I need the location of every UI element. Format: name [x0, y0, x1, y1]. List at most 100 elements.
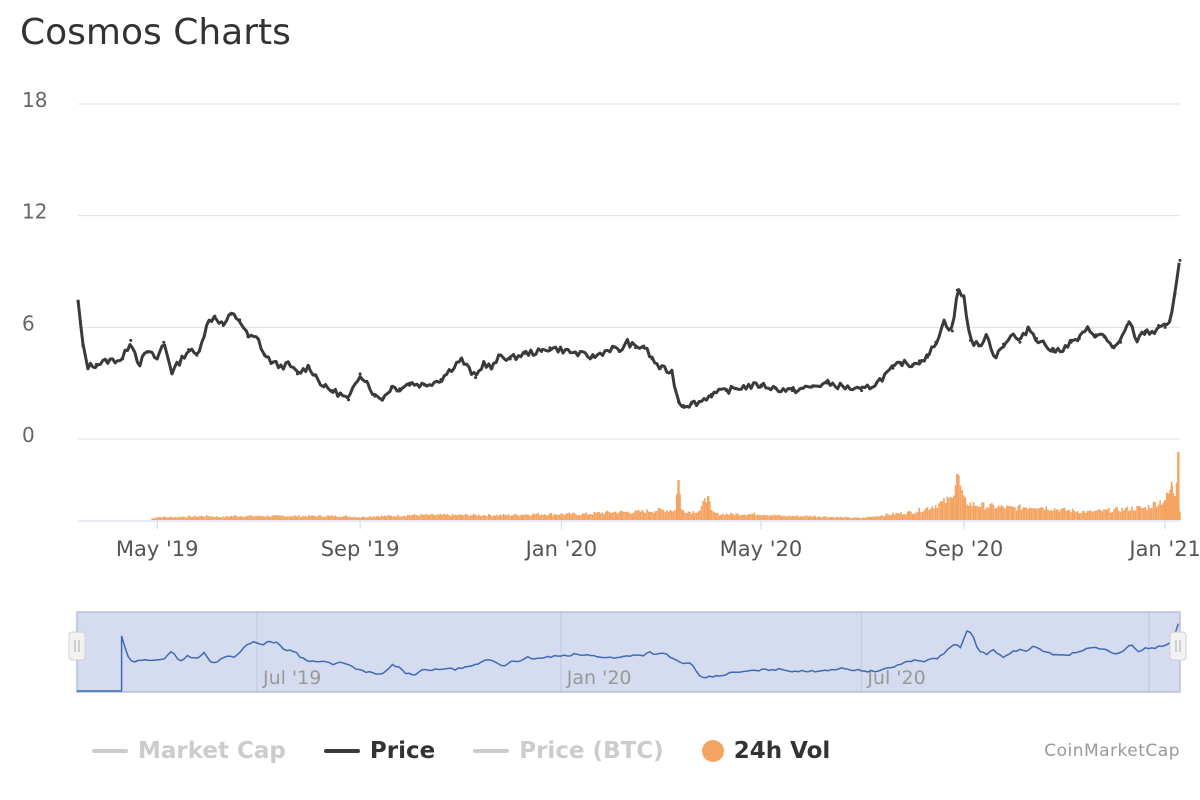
- price-point: [389, 385, 393, 389]
- volume-bar: [451, 513, 454, 520]
- legend-item-price[interactable]: Price: [323, 738, 436, 764]
- volume-bar: [560, 513, 563, 520]
- price-point: [206, 320, 210, 324]
- legend-item-24h-vol[interactable]: 24h Vol: [701, 738, 830, 764]
- volume-bar: [806, 515, 808, 520]
- volume-bar: [760, 515, 762, 520]
- volume-bar: [867, 517, 869, 520]
- volume-bar: [344, 515, 346, 520]
- navigator[interactable]: Jul '19 Jan '20 Jul '20: [68, 611, 1187, 693]
- legend-label: Market Cap: [138, 738, 286, 764]
- volume-bar: [477, 514, 480, 520]
- volume-bar: [694, 512, 696, 520]
- volume-bar: [260, 516, 262, 520]
- volume-bar: [471, 515, 473, 520]
- volume-bar: [614, 511, 617, 520]
- volume-bar: [654, 511, 657, 520]
- volume-bar: [898, 513, 901, 520]
- price-point: [968, 338, 972, 342]
- legend-item-market-cap[interactable]: Market Cap: [92, 738, 286, 764]
- volume-bar: [1134, 510, 1137, 520]
- volume-bar: [920, 512, 922, 520]
- volume-bar: [341, 517, 343, 520]
- legend-item-price-btc[interactable]: Price (BTC): [473, 738, 664, 764]
- chart-credit[interactable]: CoinMarketCap: [1044, 741, 1180, 761]
- volume-bar: [331, 515, 333, 520]
- volume-bar: [1002, 506, 1005, 520]
- volume-bar: [750, 513, 752, 520]
- volume-bar: [705, 502, 708, 520]
- price-point: [759, 383, 763, 387]
- volume-bar: [469, 515, 472, 520]
- volume-spike: [1170, 486, 1173, 520]
- volume-bar: [801, 516, 803, 520]
- volume-bar: [1103, 509, 1105, 520]
- volume-bar: [411, 514, 414, 520]
- volume-bar: [156, 517, 158, 520]
- handle-grip-icon: [68, 631, 86, 661]
- volume-bar: [576, 515, 579, 520]
- volume-bar: [908, 510, 911, 520]
- volume-bar: [233, 515, 236, 520]
- volume-bar: [766, 515, 769, 520]
- price-point: [942, 320, 946, 324]
- volume-bar: [1073, 510, 1076, 520]
- volume-bar: [1172, 493, 1175, 520]
- volume-bar: [791, 515, 794, 520]
- volume-bar: [656, 511, 658, 520]
- volume-bar: [512, 515, 515, 520]
- volume-bar: [205, 515, 208, 520]
- volume-bar: [758, 515, 761, 520]
- volume-bar: [933, 508, 935, 520]
- volume-bar: [496, 514, 498, 520]
- navigator-right-handle[interactable]: [1169, 631, 1187, 661]
- price-point: [1077, 337, 1081, 340]
- price-point: [790, 389, 794, 393]
- volume-bar: [1022, 507, 1024, 520]
- volume-bar: [600, 513, 602, 520]
- volume-bar: [928, 509, 930, 520]
- volume-bar: [997, 505, 1000, 520]
- volume-bar: [581, 513, 584, 520]
- navigator-left-handle[interactable]: [68, 631, 86, 661]
- volume-bar: [1066, 510, 1069, 520]
- volume-bar: [999, 506, 1001, 520]
- volume-bar: [570, 514, 572, 520]
- volume-bar: [1061, 508, 1064, 520]
- legend-label: Price: [369, 738, 436, 764]
- volume-bar: [890, 514, 893, 520]
- volume-bar: [255, 516, 257, 520]
- volume-bar: [679, 493, 681, 520]
- volume-bar: [200, 515, 203, 520]
- legend: Market Cap Price Price (BTC) 24h Vol: [92, 734, 830, 768]
- volume-bar: [934, 505, 937, 520]
- volume-bar: [449, 516, 452, 520]
- volume-bar: [776, 515, 779, 520]
- volume-bar: [228, 516, 231, 520]
- volume-bar: [649, 511, 652, 520]
- volume-bar: [438, 514, 440, 520]
- volume-bar: [522, 515, 525, 520]
- volume-bar: [182, 516, 185, 520]
- volume-bar: [402, 516, 404, 520]
- volume-bar: [436, 514, 439, 520]
- volume-bar: [685, 513, 688, 520]
- volume-bar: [872, 516, 874, 520]
- volume-bar: [440, 513, 442, 520]
- volume-bar: [763, 514, 765, 520]
- volume-bar: [1075, 512, 1077, 520]
- volume-bar: [1050, 510, 1053, 520]
- volume-bar: [548, 513, 551, 520]
- volume-bar: [202, 516, 205, 520]
- volume-bar: [700, 506, 703, 520]
- volume-bar: [347, 517, 350, 520]
- volume-bar: [187, 515, 190, 520]
- volume-bar: [603, 513, 605, 520]
- volume-bar: [507, 514, 510, 520]
- volume-bar: [166, 517, 168, 520]
- volume-bar: [929, 508, 932, 520]
- volume-bar: [674, 509, 676, 520]
- volume-bar: [746, 514, 749, 520]
- price-series[interactable]: [76, 258, 1182, 409]
